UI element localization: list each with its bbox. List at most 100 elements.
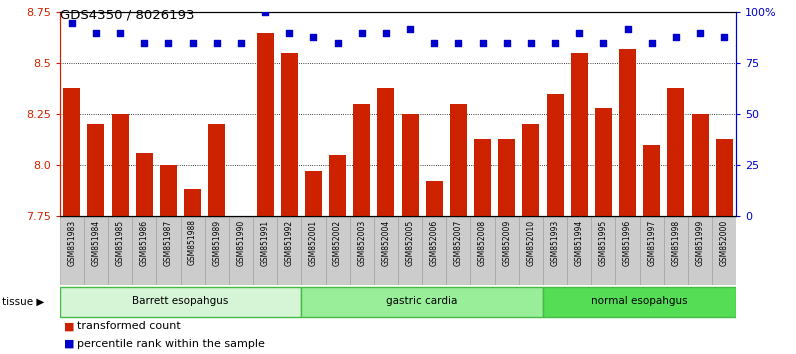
Point (259, 10, 271, 15)
Bar (349, 216, 374, 285)
Bar (470, 216, 494, 285)
Bar (253, 216, 277, 285)
Bar (64, 88, 80, 354)
Text: GSM852008: GSM852008 (478, 219, 487, 266)
Point (476, 40, 489, 46)
Text: GSM852003: GSM852003 (357, 219, 366, 266)
Text: GSM851985: GSM851985 (115, 219, 125, 266)
Point (718, 34, 731, 40)
Point (210, 40, 223, 46)
Bar (205, 216, 229, 285)
Bar (132, 216, 156, 285)
Bar (571, 53, 587, 354)
Point (573, 30, 586, 36)
Bar (181, 216, 205, 285)
Text: GSM851991: GSM851991 (260, 219, 270, 266)
Bar (229, 216, 253, 285)
Bar (209, 124, 225, 354)
Bar (184, 189, 201, 354)
Point (646, 40, 658, 46)
Bar (450, 104, 467, 354)
Bar (498, 138, 515, 354)
Point (283, 30, 295, 36)
Text: GSM851989: GSM851989 (213, 219, 221, 266)
Text: GDS4350 / 8026193: GDS4350 / 8026193 (60, 9, 194, 22)
Text: transformed count: transformed count (77, 321, 181, 331)
Text: GSM852007: GSM852007 (454, 219, 463, 266)
Bar (302, 216, 326, 285)
Bar (302, 287, 543, 317)
Bar (591, 216, 615, 285)
Bar (256, 33, 274, 354)
Bar (377, 88, 394, 354)
Bar (402, 114, 419, 354)
Text: GSM852002: GSM852002 (333, 219, 342, 266)
Text: ■: ■ (64, 339, 74, 349)
Bar (494, 216, 519, 285)
Point (380, 30, 392, 36)
Bar (474, 138, 491, 354)
Bar (60, 216, 84, 285)
Text: GSM851990: GSM851990 (236, 219, 245, 266)
Bar (640, 216, 664, 285)
Bar (519, 216, 543, 285)
Point (331, 40, 344, 46)
Bar (643, 145, 660, 354)
Text: Barrett esopahgus: Barrett esopahgus (132, 296, 228, 306)
Bar (692, 114, 708, 354)
Bar (353, 104, 370, 354)
Point (65, 20, 78, 25)
Bar (547, 94, 564, 354)
Text: GSM851993: GSM851993 (551, 219, 560, 266)
Text: GSM851995: GSM851995 (599, 219, 608, 266)
Point (235, 40, 248, 46)
Text: GSM852004: GSM852004 (381, 219, 390, 266)
Text: GSM851999: GSM851999 (696, 219, 704, 266)
Point (428, 40, 441, 46)
Text: tissue ▶: tissue ▶ (2, 297, 44, 307)
Bar (522, 124, 540, 354)
Bar (667, 88, 685, 354)
Point (548, 40, 561, 46)
Bar (281, 53, 298, 354)
Point (669, 34, 682, 40)
Text: normal esopahgus: normal esopahgus (591, 296, 688, 306)
Point (162, 40, 175, 46)
Text: GSM852005: GSM852005 (406, 219, 415, 266)
Bar (716, 138, 732, 354)
Bar (111, 114, 129, 354)
Text: GSM851988: GSM851988 (188, 219, 197, 266)
Text: percentile rank within the sample: percentile rank within the sample (77, 339, 265, 349)
Bar (595, 108, 612, 354)
Bar (84, 216, 108, 285)
Text: GSM851983: GSM851983 (68, 219, 76, 266)
Point (404, 26, 416, 32)
Text: GSM851997: GSM851997 (647, 219, 656, 266)
Bar (567, 216, 591, 285)
Bar (326, 216, 349, 285)
Bar (447, 216, 470, 285)
Bar (398, 216, 422, 285)
Point (597, 40, 610, 46)
Text: GSM851994: GSM851994 (575, 219, 583, 266)
Text: GSM851992: GSM851992 (285, 219, 294, 266)
Point (307, 34, 320, 40)
Text: GSM851998: GSM851998 (671, 219, 681, 266)
Bar (664, 216, 688, 285)
Text: GSM851996: GSM851996 (623, 219, 632, 266)
Bar (615, 216, 640, 285)
Point (90, 30, 103, 36)
Bar (543, 287, 736, 317)
Point (186, 40, 199, 46)
Bar (619, 49, 636, 354)
Text: GSM851986: GSM851986 (140, 219, 149, 266)
Bar (305, 171, 322, 354)
Text: gastric cardia: gastric cardia (387, 296, 458, 306)
Bar (277, 216, 302, 285)
Point (693, 30, 706, 36)
Point (525, 40, 537, 46)
Bar (136, 153, 153, 354)
Point (452, 40, 465, 46)
Text: GSM851984: GSM851984 (92, 219, 100, 266)
Text: GSM852000: GSM852000 (720, 219, 728, 266)
